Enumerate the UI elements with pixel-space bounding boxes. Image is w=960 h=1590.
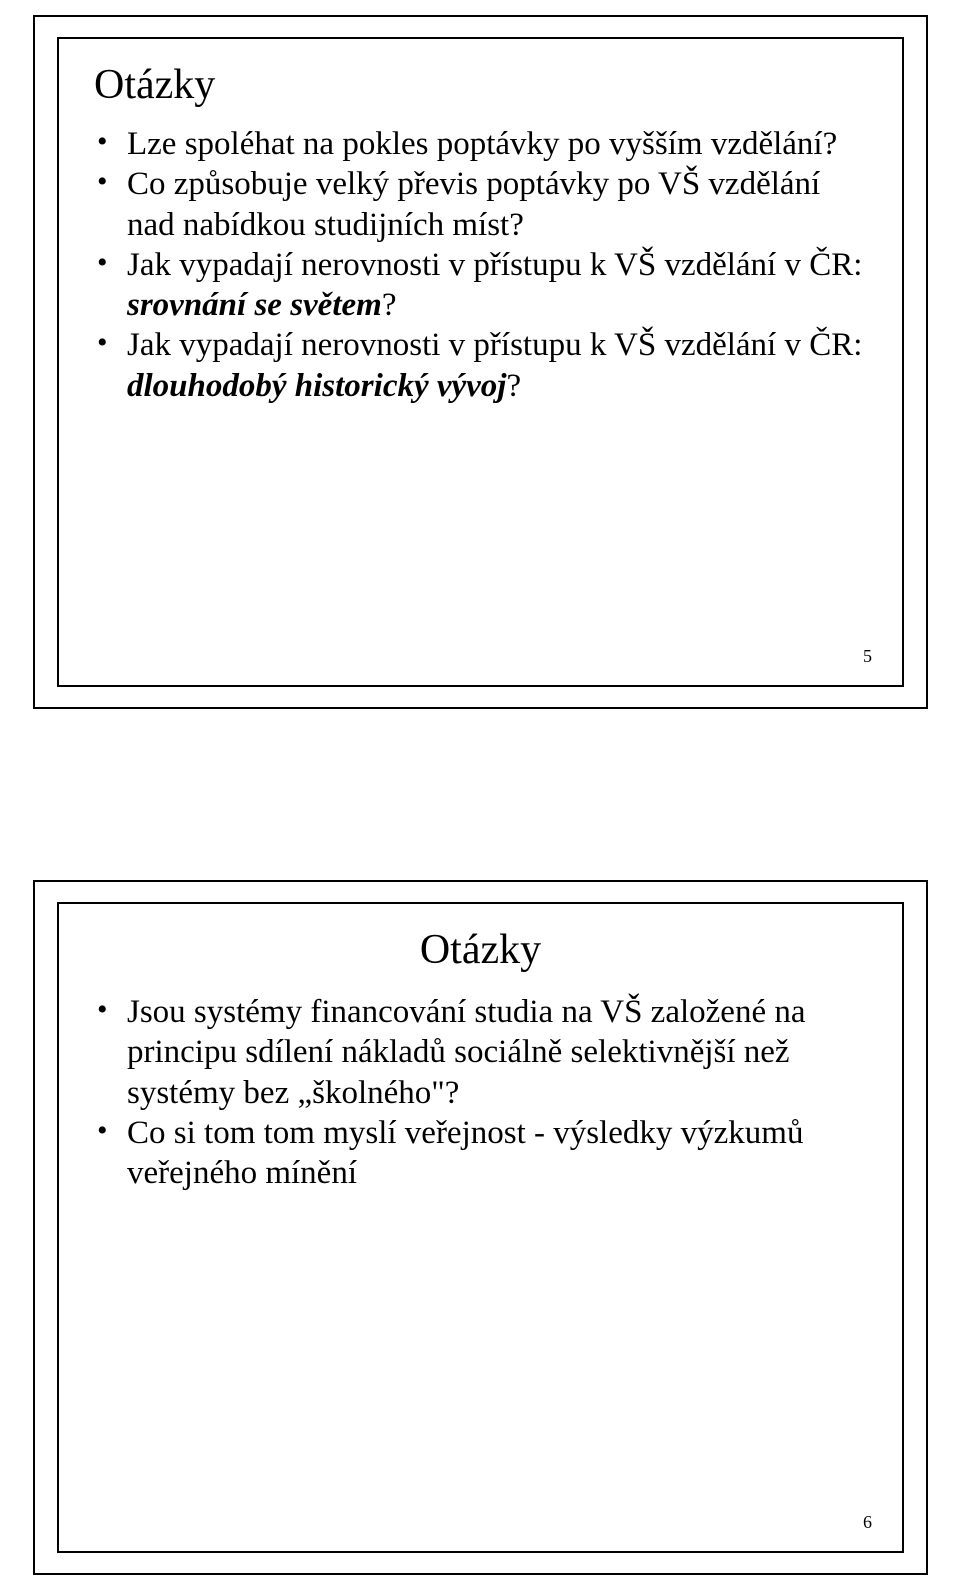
slide-1-bullets: Lze spoléhat na pokles poptávky po vyšší…	[59, 124, 902, 406]
slide-1-title: Otázky	[59, 61, 902, 109]
slide-2-bullet-2: Co si tom tom myslí veřejnost - výsledky…	[97, 1113, 867, 1194]
bullet-text: Jak vypadají nerovnosti v přístupu k VŠ …	[127, 247, 862, 283]
bullet-text: Lze spoléhat na pokles poptávky po vyšší…	[127, 126, 837, 162]
slide-1-inner: Otázky Lze spoléhat na pokles poptávky p…	[57, 37, 904, 687]
slide-2-page-number: 6	[863, 1512, 872, 1533]
bullet-text: Jak vypadají nerovnosti v přístupu k VŠ …	[127, 327, 862, 363]
bullet-italic: dlouhodobý historický vývoj	[127, 368, 506, 404]
slide-1-bullet-1: Lze spoléhat na pokles poptávky po vyšší…	[97, 124, 872, 164]
slide-2-title: Otázky	[59, 926, 902, 974]
slide-2-inner: Otázky Jsou systémy financování studia n…	[57, 902, 904, 1553]
slide-2-bullet-1: Jsou systémy financování studia na VŠ za…	[97, 992, 867, 1113]
slide-1: Otázky Lze spoléhat na pokles poptávky p…	[33, 15, 928, 709]
bullet-text: Co si tom tom myslí veřejnost - výsledky…	[127, 1115, 803, 1191]
slide-1-bullet-4: Jak vypadají nerovnosti v přístupu k VŠ …	[97, 325, 872, 406]
bullet-text: Co způsobuje velký převis poptávky po VŠ…	[127, 166, 820, 242]
bullet-italic: srovnání se světem	[127, 287, 382, 323]
bullet-suffix: ?	[506, 368, 521, 404]
slide-2-bullets: Jsou systémy financování studia na VŠ za…	[59, 992, 902, 1193]
bullet-suffix: ?	[382, 287, 397, 323]
slide-1-page-number: 5	[863, 646, 872, 667]
slide-1-bullet-3: Jak vypadají nerovnosti v přístupu k VŠ …	[97, 245, 872, 326]
bullet-text: Jsou systémy financování studia na VŠ za…	[127, 994, 805, 1111]
slide-2: Otázky Jsou systémy financování studia n…	[33, 880, 928, 1575]
slide-1-bullet-2: Co způsobuje velký převis poptávky po VŠ…	[97, 164, 872, 245]
